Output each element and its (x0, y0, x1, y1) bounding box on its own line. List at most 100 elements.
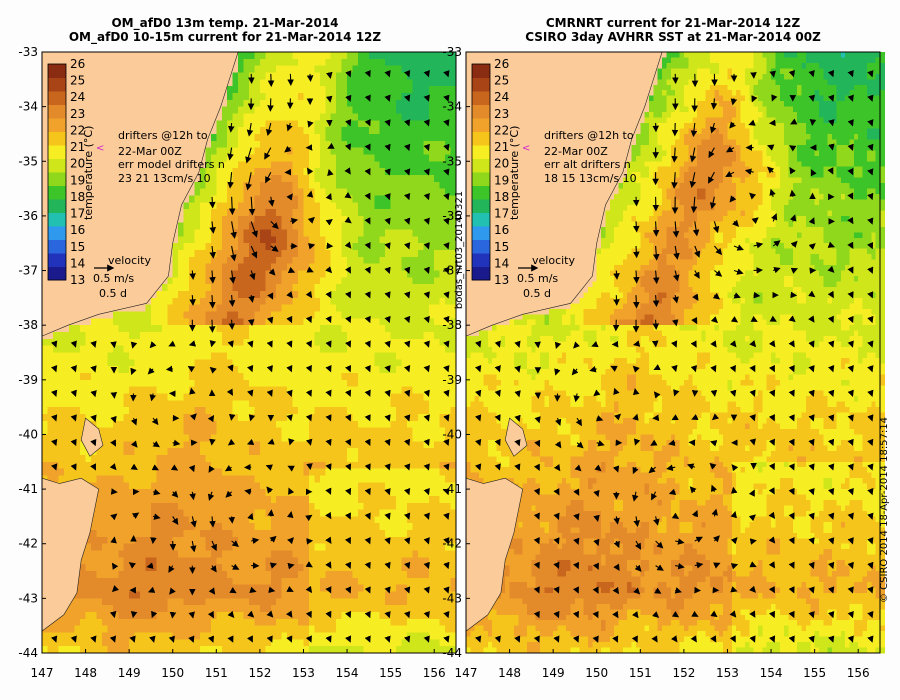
velocity-key-label-right: velocity (532, 254, 575, 267)
drifter-text-1-right: drifters @12h to (544, 129, 634, 142)
observed-panel: CMRNRT current for 21-Mar-2014 12Z CSIRO… (442, 16, 885, 680)
copyright-side-text: © CSIRO 2014 18-Apr-2014 18:57:14 (879, 417, 890, 603)
colorbar-label: temperature (°C) (82, 126, 95, 220)
colorbar-tick-label: 19 (494, 173, 509, 187)
colorbar-tick-label: 14 (70, 256, 85, 270)
colorbar-tick-label: 13 (494, 273, 509, 287)
lat-tick-label: -40 (18, 427, 38, 441)
velocity-key-time: 0.5 d (99, 287, 127, 300)
lon-tick-label: 153 (292, 666, 315, 680)
lon-tick-label: 147 (31, 666, 54, 680)
colorbar-tick-label: 22 (494, 123, 509, 137)
colorbar-tick-label: 24 (494, 90, 509, 104)
drifter-marker-icon-right: < (522, 143, 530, 154)
observed-title-line2: CSIRO 3day AVHRR SST at 21-Mar-2014 00Z (525, 30, 821, 44)
lon-tick-label: 152 (672, 666, 695, 680)
lon-tick-label: 154 (336, 666, 359, 680)
lat-tick-label: -42 (18, 537, 38, 551)
colorbar-tick-label: 17 (494, 207, 509, 221)
lat-tick-label: -37 (442, 264, 462, 278)
model-colorbar: 13 14 15 16 17 18 19 20 21 22 23 24 25 26 temperature… (47, 57, 95, 287)
lat-tick-label: -39 (442, 373, 462, 387)
colorbar-tick-label: 15 (494, 240, 509, 254)
lat-tick-label: -37 (18, 264, 38, 278)
lat-tick-label: -43 (442, 591, 462, 605)
lon-tick-label: 147 (455, 666, 478, 680)
model-map[interactable] (41, 51, 457, 654)
lat-tick-label: -41 (18, 482, 38, 496)
lat-tick-label: -41 (442, 482, 462, 496)
colorbar-tick-label: 24 (70, 90, 85, 104)
lon-tick-label: 150 (585, 666, 608, 680)
model-axis-ticks: 147 148 149 150 151 152 153 154 155 156 -33 -34 -35 -… (18, 45, 445, 680)
middle-side-text: bodas_nrt03_20140321 (454, 191, 465, 309)
colorbar-tick-label: 20 (70, 157, 85, 171)
colorbar-tick-label: 17 (70, 207, 85, 221)
lon-tick-label: 151 (205, 666, 228, 680)
lon-tick-label: 149 (118, 666, 141, 680)
colorbar-tick-label: 25 (70, 74, 85, 88)
lat-tick-label: -38 (18, 318, 38, 332)
drifter-text-4: 23 21 13cm/s 10 (118, 172, 211, 185)
observed-drifter-info: drifters @12h to 22-Mar 00Z err alt drif… (522, 129, 637, 185)
lat-tick-label: -43 (18, 591, 38, 605)
lon-tick-label: 153 (716, 666, 739, 680)
colorbar-tick-label: 18 (494, 190, 509, 204)
lat-tick-label: -35 (442, 154, 462, 168)
velocity-key-speed-right: 0.5 m/s (517, 272, 558, 285)
velocity-key-speed: 0.5 m/s (93, 272, 134, 285)
drifter-text-2-right: 22-Mar 00Z (544, 145, 608, 158)
colorbar-tick-label: 21 (494, 140, 509, 154)
drifter-text-3-right: err alt drifters n (544, 158, 631, 171)
colorbar-tick-label: 23 (70, 107, 85, 121)
observed-title-line1: CMRNRT current for 21-Mar-2014 12Z (546, 16, 801, 30)
observed-colorbar: 13 14 15 16 17 18 19 20 21 22 23 24 25 26 temperature… (471, 57, 521, 287)
velocity-key-label: velocity (108, 254, 151, 267)
velocity-key-time-right: 0.5 d (523, 287, 551, 300)
lat-tick-label: -34 (18, 100, 38, 114)
lon-tick-label: 156 (423, 666, 446, 680)
model-title-line1: OM_afD0 13m temp. 21-Mar-2014 (111, 16, 338, 31)
drifter-text-3: err model drifters n (118, 158, 225, 171)
lat-tick-label: -36 (442, 209, 462, 223)
colorbar-tick-label: 15 (70, 240, 85, 254)
model-title-line2: OM_afD0 10-15m current for 21-Mar-2014 1… (69, 30, 382, 45)
lat-tick-label: -34 (442, 100, 462, 114)
colorbar-tick-label: 21 (70, 140, 85, 154)
model-velocity-key: velocity 0.5 m/s 0.5 d (93, 254, 151, 300)
drifter-text-4-right: 18 15 13cm/s 10 (544, 172, 637, 185)
lat-tick-label: -33 (442, 45, 462, 59)
colorbar-tick-label: 26 (70, 57, 85, 71)
colorbar-tick-label: 13 (70, 273, 85, 287)
colorbar-tick-label: 25 (494, 74, 509, 88)
lat-tick-label: -44 (18, 646, 38, 660)
colorbar-tick-label: 16 (70, 223, 85, 237)
lon-tick-label: 155 (803, 666, 826, 680)
drifter-marker-icon: < (96, 143, 104, 154)
colorbar-label-right: temperature (°C) (508, 126, 521, 220)
lat-tick-label: -36 (18, 209, 38, 223)
model-drifter-info: drifters @12h to 22-Mar 00Z err model dr… (96, 129, 225, 185)
lat-tick-label: -33 (18, 45, 38, 59)
colorbar-tick-label: 26 (494, 57, 509, 71)
colorbar-tick-label: 18 (70, 190, 85, 204)
lon-tick-label: 148 (74, 666, 97, 680)
lat-tick-label: -40 (442, 427, 462, 441)
lon-tick-label: 155 (379, 666, 402, 680)
colorbar-tick-label: 19 (70, 173, 85, 187)
lat-tick-label: -35 (18, 154, 38, 168)
model-panel: OM_afD0 13m temp. 21-Mar-2014 OM_afD0 10… (18, 16, 457, 680)
lon-tick-label: 148 (498, 666, 521, 680)
lon-tick-label: 151 (629, 666, 652, 680)
lon-tick-label: 150 (161, 666, 184, 680)
lon-tick-label: 152 (248, 666, 271, 680)
lat-tick-label: -39 (18, 373, 38, 387)
lat-tick-label: -44 (442, 646, 462, 660)
observed-map[interactable] (465, 51, 885, 654)
colorbar-tick-label: 20 (494, 157, 509, 171)
lat-tick-label: -38 (442, 318, 462, 332)
colorbar-tick-label: 23 (494, 107, 509, 121)
drifter-text-1: drifters @12h to (118, 129, 208, 142)
colorbar-tick-label: 22 (70, 123, 85, 137)
